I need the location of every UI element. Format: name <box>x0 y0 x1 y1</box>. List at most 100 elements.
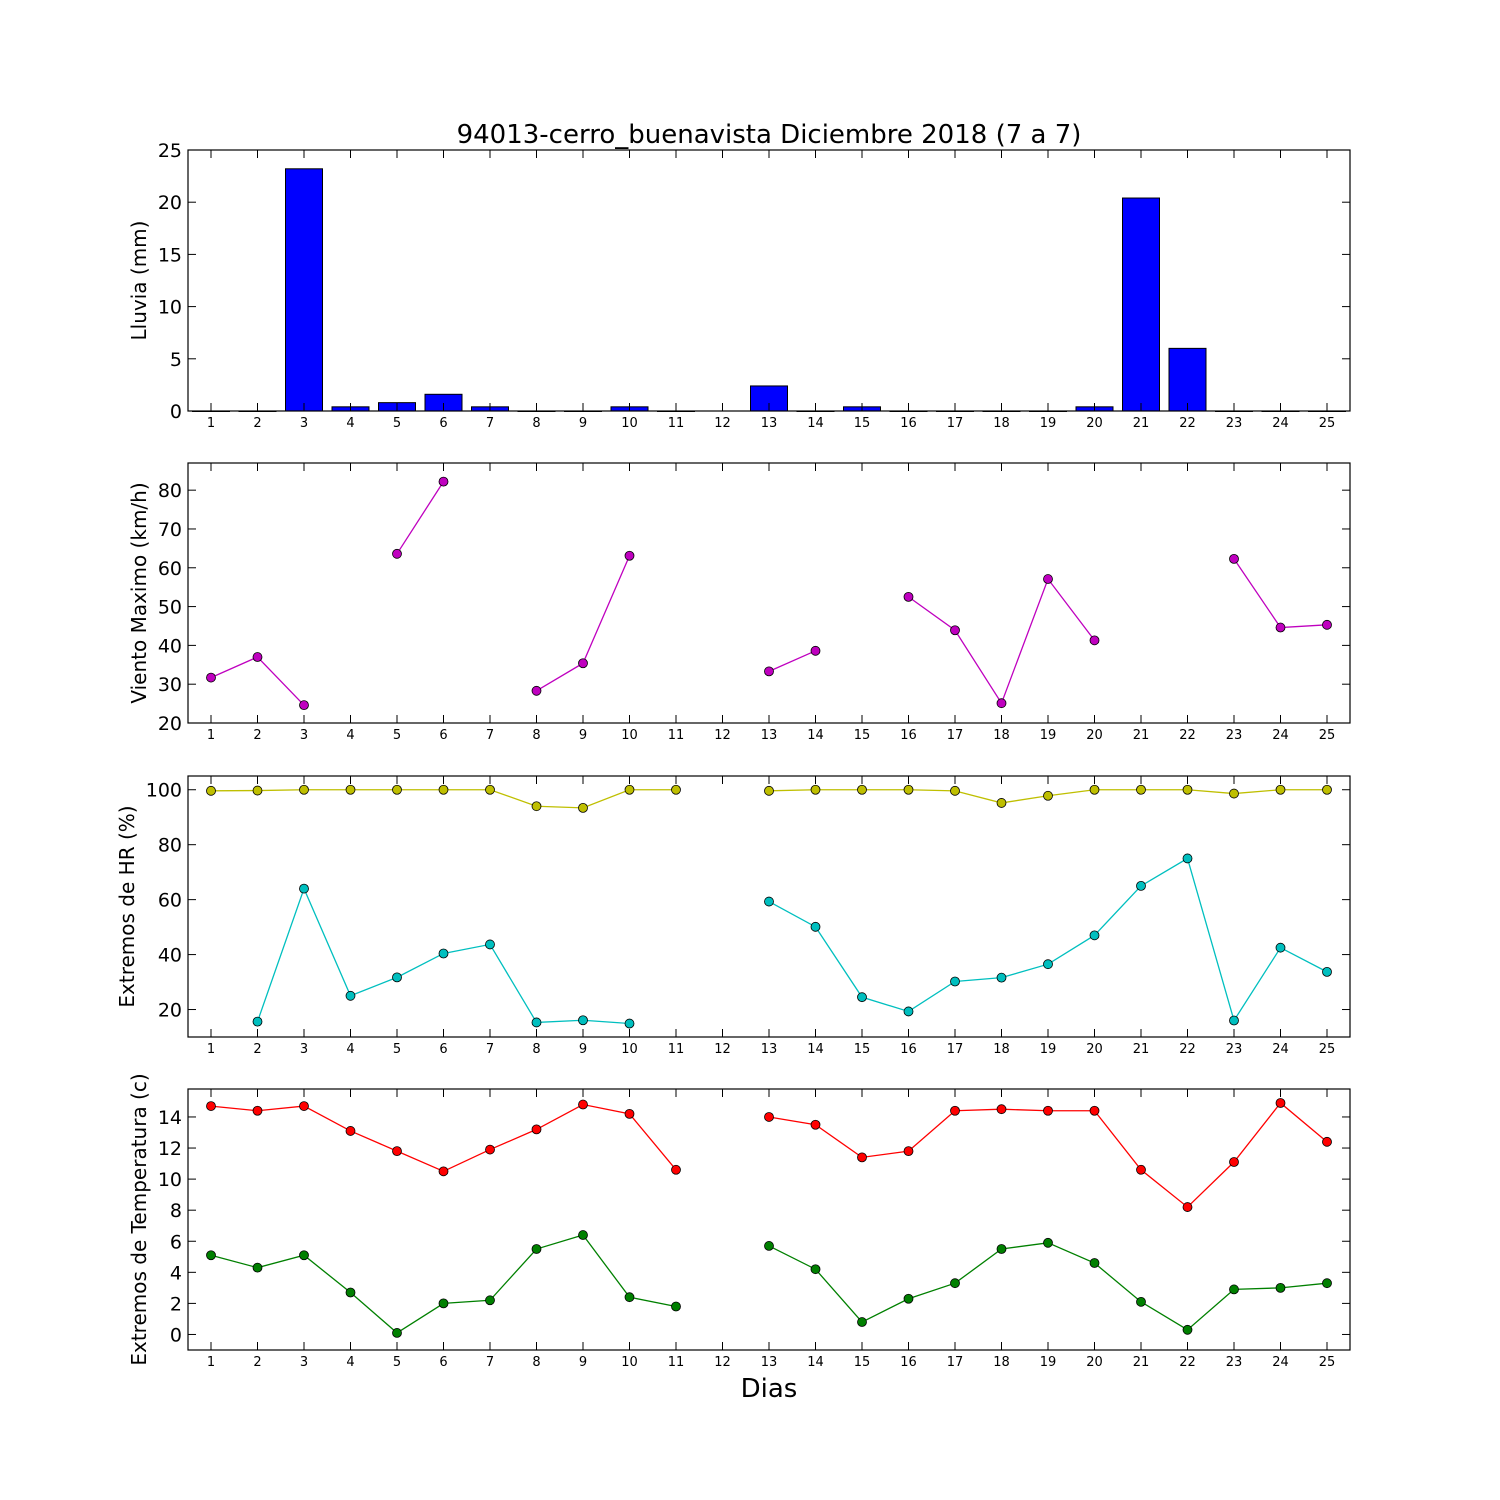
viento-xtick-label: 1 <box>207 728 215 743</box>
temp-series-0-point-day-18 <box>996 1104 1007 1115</box>
temp-series-1-point-day-14 <box>810 1264 821 1275</box>
viento-xtick-label: 15 <box>854 728 871 743</box>
temp-ytick-label: 10 <box>158 1169 182 1191</box>
hr-ytick-label: 60 <box>158 890 182 912</box>
lluvia-xtick-label: 22 <box>1179 416 1196 431</box>
temp-series-1-point-day-18 <box>996 1244 1007 1254</box>
hr-xtick-label: 10 <box>621 1042 638 1057</box>
hr-series-1-point-day-13 <box>764 896 774 907</box>
viento-xtick-label: 22 <box>1179 728 1196 743</box>
temp-xtick-label: 25 <box>1319 1355 1336 1370</box>
temp-series-0-point-day-1 <box>206 1101 216 1111</box>
hr-series-1-point-day-14 <box>810 921 821 932</box>
hr-series-0-point-day-4 <box>345 784 356 795</box>
temp-xtick-label: 13 <box>761 1355 778 1370</box>
hr-xtick-label: 17 <box>947 1042 964 1057</box>
temp-xtick-label: 17 <box>947 1355 964 1370</box>
viento-series-0-point-day-18 <box>996 698 1007 709</box>
temp-series-1-point-day-24 <box>1275 1282 1286 1293</box>
hr-series-0-point-day-13 <box>764 785 774 796</box>
temp-series-0-point-day-10 <box>624 1108 635 1119</box>
hr-xtick-label: 5 <box>393 1042 401 1057</box>
temp-ytick-label: 12 <box>158 1138 182 1160</box>
viento-series-0-point-day-1 <box>206 672 216 683</box>
viento-xtick-label: 10 <box>621 728 638 743</box>
hr-xtick-label: 22 <box>1179 1042 1196 1057</box>
temp-series-0-point-day-22 <box>1182 1202 1193 1212</box>
viento-xtick-label: 25 <box>1319 728 1336 743</box>
hr-series-0-point-day-7 <box>485 784 495 795</box>
temp-series-0-point-day-5 <box>392 1146 402 1157</box>
viento-xtick-label: 4 <box>346 728 354 743</box>
temp-series-0-point-day-14 <box>810 1119 821 1130</box>
viento-series-0-point-day-17 <box>950 625 960 636</box>
temp-xtick-label: 6 <box>439 1355 447 1370</box>
lluvia-xtick-label: 11 <box>668 416 685 431</box>
hr-series-0-point-day-14 <box>810 784 821 795</box>
temp-series-1-point-day-10 <box>624 1292 635 1303</box>
temp-xtick-label: 9 <box>579 1355 587 1370</box>
temp-series-1-point-day-7 <box>485 1295 495 1306</box>
hr-series-0-point-day-20 <box>1089 784 1100 795</box>
viento-series-0-point-day-25 <box>1322 619 1332 630</box>
hr-xtick-label: 7 <box>486 1042 494 1057</box>
viento-ytick-label: 80 <box>158 480 182 502</box>
lluvia-xtick-label: 25 <box>1319 416 1336 431</box>
temp-series-1-point-day-16 <box>903 1293 914 1304</box>
hr-xtick-label: 14 <box>807 1042 824 1057</box>
lluvia-ytick-label: 5 <box>170 349 182 371</box>
temp-series-1-point-day-17 <box>950 1278 960 1289</box>
hr-series-0-point-day-23 <box>1229 788 1239 799</box>
temp-series-0-point-day-3 <box>299 1101 309 1111</box>
temp-xtick-label: 5 <box>393 1355 401 1370</box>
lluvia-ytick-label: 25 <box>158 140 182 162</box>
lluvia-xtick-label: 7 <box>486 416 494 431</box>
hr-series-1-point-day-4 <box>345 990 356 1001</box>
hr-series-1-point-day-10 <box>624 1018 635 1029</box>
hr-series-0-point-day-5 <box>392 784 402 795</box>
temp-xtick-label: 10 <box>621 1355 638 1370</box>
temp-series-0-point-day-4 <box>345 1126 356 1136</box>
lluvia-xtick-label: 1 <box>207 416 215 431</box>
temp-ytick-label: 6 <box>170 1231 182 1253</box>
lluvia-xtick-label: 20 <box>1086 416 1103 431</box>
temp-series-1-point-day-15 <box>857 1317 867 1327</box>
viento-xtick-label: 19 <box>1040 728 1057 743</box>
lluvia-xtick-label: 23 <box>1226 416 1243 431</box>
lluvia-xtick-label: 4 <box>346 416 354 431</box>
hr-xtick-label: 4 <box>346 1042 354 1057</box>
viento-xtick-label: 12 <box>714 728 731 743</box>
temp-plot-area <box>188 1089 1350 1350</box>
temp-series-1-point-day-3 <box>299 1250 309 1261</box>
viento-xtick-label: 2 <box>253 728 261 743</box>
lluvia-bar-day-21 <box>1122 197 1160 412</box>
viento-ytick-label: 60 <box>158 558 182 580</box>
temp-xtick-label: 8 <box>532 1355 540 1370</box>
viento-ytick-label: 20 <box>158 713 182 735</box>
viento-xtick-label: 5 <box>393 728 401 743</box>
temp-series-1-point-day-4 <box>345 1287 356 1298</box>
viento-xtick-label: 13 <box>761 728 778 743</box>
hr-series-0-point-day-10 <box>624 784 635 795</box>
hr-series-0-point-day-2 <box>252 785 263 796</box>
hr-xtick-label: 25 <box>1319 1042 1336 1057</box>
viento-xtick-label: 16 <box>900 728 917 743</box>
viento-series-0-point-day-10 <box>624 550 635 561</box>
hr-series-0-point-day-15 <box>857 784 867 795</box>
hr-xtick-label: 12 <box>714 1042 731 1057</box>
viento-series-0-point-day-3 <box>299 700 309 711</box>
temp-series-1-point-day-1 <box>206 1250 216 1261</box>
hr-xtick-label: 8 <box>532 1042 540 1057</box>
viento-series-0-line <box>768 650 816 672</box>
temp-series-1-point-day-2 <box>252 1262 263 1273</box>
hr-series-1-point-day-21 <box>1136 880 1146 891</box>
temp-xtick-label: 14 <box>807 1355 824 1370</box>
hr-xtick-label: 21 <box>1133 1042 1150 1057</box>
hr-xtick-label: 2 <box>253 1042 261 1057</box>
hr-series-1-point-day-6 <box>438 948 449 959</box>
temp-series-1-point-day-19 <box>1043 1237 1053 1248</box>
viento-xtick-label: 8 <box>532 728 540 743</box>
temp-xtick-label: 11 <box>668 1355 685 1370</box>
